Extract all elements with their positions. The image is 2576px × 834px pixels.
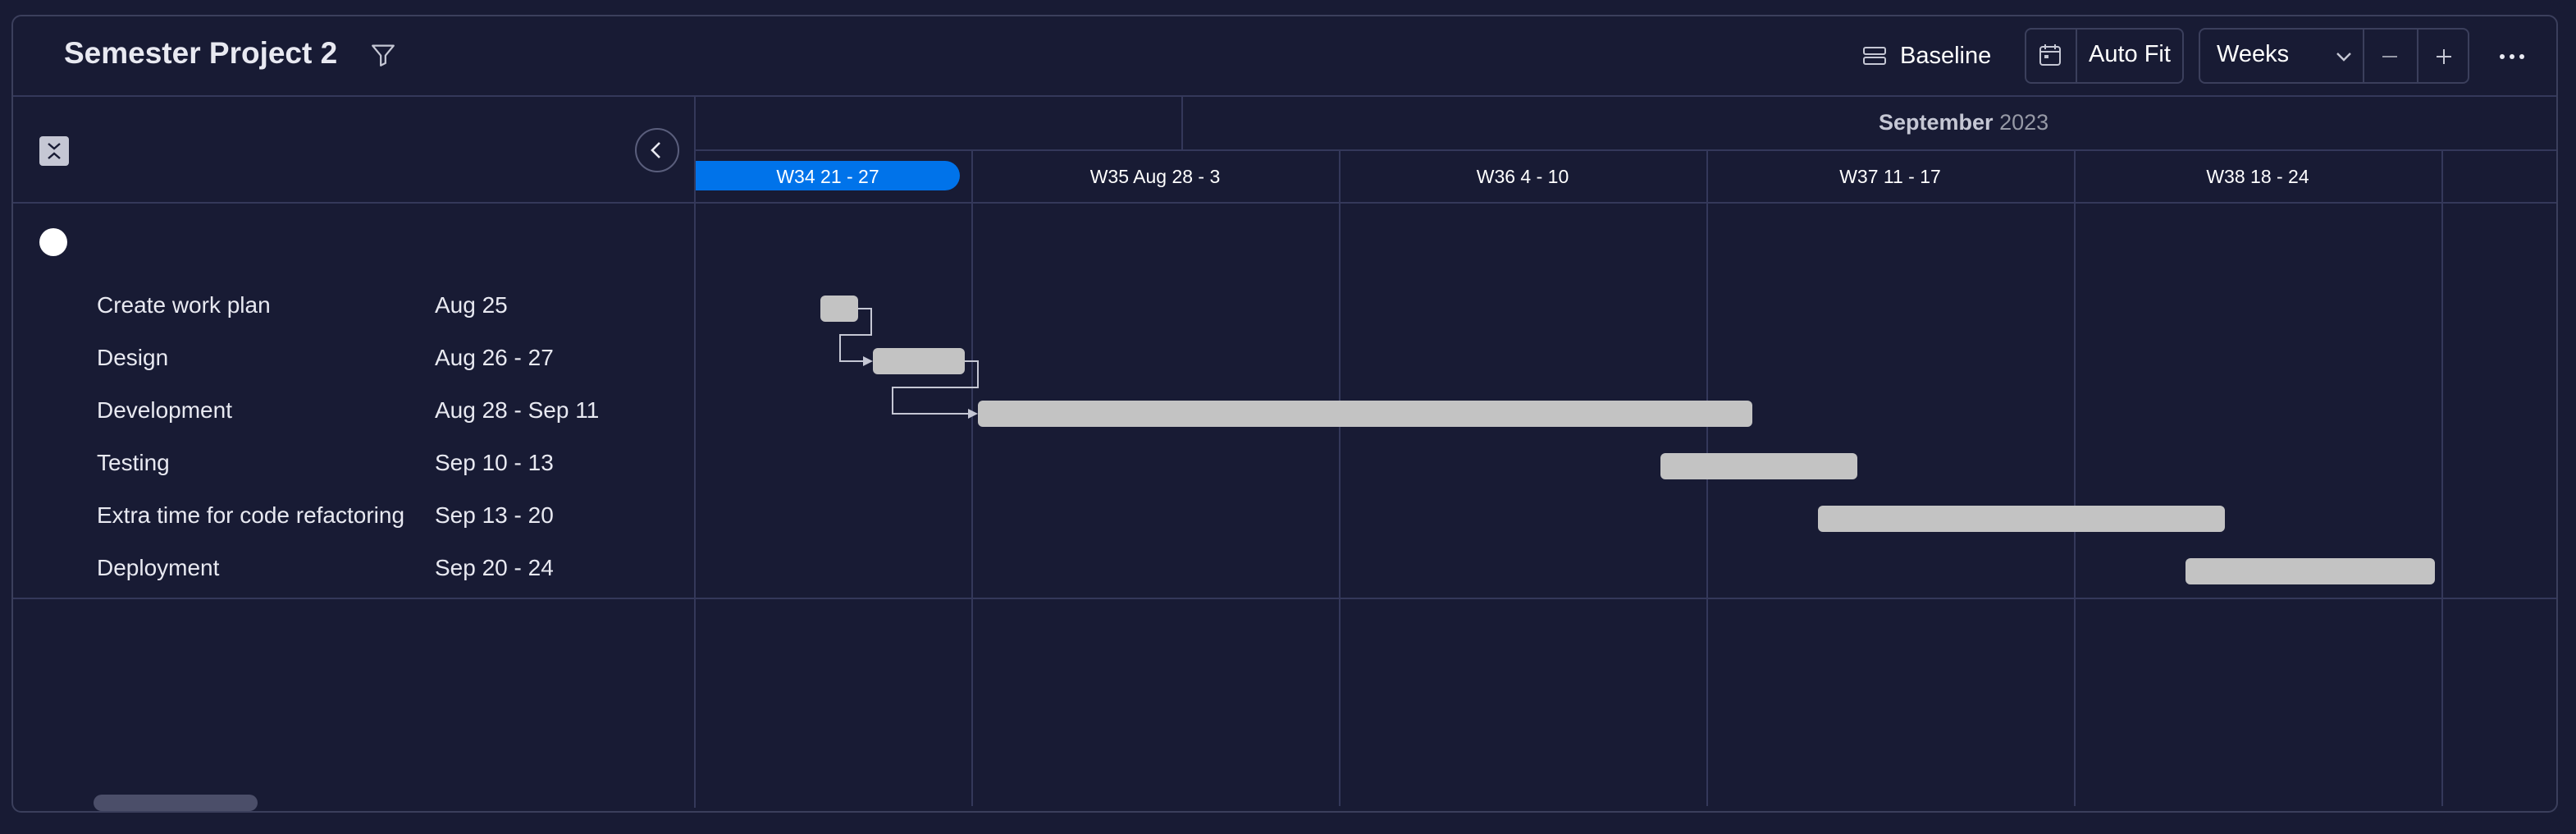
task-bar[interactable] — [873, 348, 965, 374]
task-name[interactable]: Extra time for code refactoring — [97, 502, 405, 528]
gantt-view: Semester Project 2 Baseline Auto Fit Wee… — [11, 15, 2558, 813]
divider — [2363, 28, 2364, 84]
month-name: September — [1879, 110, 1994, 135]
task-dates: Aug 26 - 27 — [435, 345, 554, 370]
week-header: W34 21 - 27 — [776, 166, 879, 187]
task-name[interactable]: Create work plan — [97, 292, 271, 318]
dependency-arrow — [968, 409, 978, 419]
autofit-button[interactable]: Auto Fit — [2089, 41, 2171, 67]
week-header: W35 Aug 28 - 3 — [1089, 166, 1221, 187]
minus-icon[interactable] — [2379, 46, 2400, 67]
page-title: Semester Project 2 — [64, 36, 338, 70]
task-name[interactable]: Testing — [97, 450, 170, 475]
task-dates: Sep 13 - 20 — [435, 502, 554, 528]
week-gridline — [971, 149, 973, 806]
month-label: September 2023 — [1879, 110, 2048, 135]
calendar-icon[interactable] — [2038, 43, 2062, 67]
more-icon[interactable] — [2494, 46, 2530, 67]
chevron-down-icon[interactable] — [2333, 46, 2354, 67]
collapse-panel-button[interactable] — [635, 128, 679, 172]
dependency-connector — [839, 308, 872, 362]
week-header: W38 18 - 24 — [2206, 166, 2309, 187]
week-header: W37 11 - 17 — [1839, 166, 1941, 187]
task-bar[interactable] — [978, 401, 1752, 427]
task-dates: Aug 28 - Sep 11 — [435, 397, 600, 423]
divider — [2417, 28, 2418, 84]
week-gridline — [2441, 149, 2443, 806]
zoom-controls — [2199, 28, 2469, 84]
group-indicator[interactable] — [39, 228, 67, 256]
plus-icon[interactable] — [2433, 46, 2455, 67]
zoom-select[interactable]: Weeks — [2217, 41, 2290, 67]
task-dates: Aug 25 — [435, 292, 508, 318]
collapse-icon[interactable] — [39, 136, 69, 166]
baseline-button[interactable]: Baseline — [1862, 38, 1991, 74]
task-name[interactable]: Deployment — [97, 555, 220, 580]
dependency-arrow — [863, 356, 873, 366]
baseline-label: Baseline — [1900, 42, 1992, 69]
week-header: W36 4 - 10 — [1476, 166, 1569, 187]
divider — [13, 598, 2556, 599]
dependency-connector — [892, 360, 979, 415]
filter-icon[interactable] — [369, 41, 397, 69]
horizontal-scrollbar[interactable] — [94, 795, 258, 811]
dependency-lines — [839, 308, 979, 419]
divider — [13, 202, 2556, 204]
month-year: 2023 — [1999, 110, 2049, 135]
baseline-icon — [1863, 47, 1886, 65]
task-bar[interactable] — [1818, 506, 2225, 532]
task-name[interactable]: Development — [97, 397, 232, 423]
task-bar[interactable] — [1660, 453, 1857, 479]
current-week-highlight — [696, 161, 960, 190]
task-name[interactable]: Design — [97, 345, 169, 370]
panel-divider — [694, 97, 696, 808]
week-gridline — [1339, 149, 1341, 806]
divider — [696, 149, 2556, 151]
week-gridline — [2074, 149, 2076, 806]
task-dates: Sep 20 - 24 — [435, 555, 554, 580]
task-bar[interactable] — [2185, 558, 2435, 584]
header-divider — [13, 95, 2556, 97]
autofit-group — [2025, 28, 2184, 84]
month-divider — [1181, 97, 1183, 149]
chevron-left-icon — [651, 142, 660, 158]
divider — [2076, 28, 2077, 84]
task-bar[interactable] — [820, 296, 858, 322]
task-dates: Sep 10 - 13 — [435, 450, 554, 475]
